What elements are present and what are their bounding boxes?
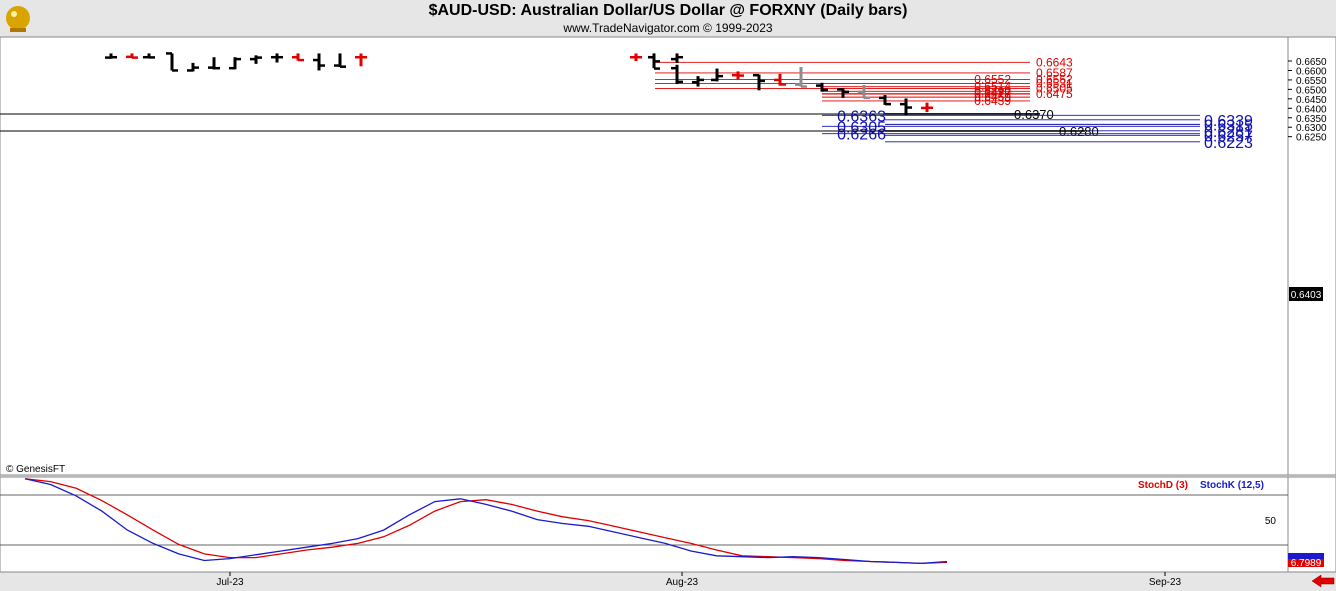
resistance-label: 0.6587 [1036,66,1073,80]
stochk-legend: StochK (12,5) [1200,480,1264,491]
reference-line-label: 0.6280 [1059,124,1099,139]
date-label: Sep-23 [1149,577,1182,588]
price-tick-label: 0.6550 [1296,76,1327,87]
price-panel [0,36,1289,476]
stoch-line-stochD [24,478,948,565]
stochk-last-value-box [1288,553,1324,559]
resistance-label: 0.6505 [1036,81,1073,95]
support-label-left: 0.6363 [837,108,886,125]
support-label: 0.6257 [1204,128,1253,145]
support-label: 0.6315 [1204,117,1253,134]
resistance-label-left: 0.6439 [974,94,1011,108]
support-label-left: 0.6305 [837,119,886,136]
price-tick-label: 0.6300 [1296,123,1327,134]
reference-line-label: 0.6370 [1014,107,1054,122]
resistance-label: 0.6552 [1036,73,1073,87]
resistance-label: 0.6531 [1036,77,1073,91]
price-tick-label: 0.6450 [1296,95,1327,106]
watermark: © GenesisFT [6,464,65,475]
stoch-tick-label: 50 [1265,516,1277,527]
resistance-label-left: 0.6514 [974,80,1011,94]
scroll-left-arrow-icon[interactable] [1312,574,1336,588]
price-tick-label: 0.6650 [1296,57,1327,68]
support-label: 0.6281 [1204,124,1253,141]
last-price-box [1289,287,1323,301]
chart-title: $AUD-USD: Australian Dollar/US Dollar @ … [428,2,908,19]
support-label-left: 0.6266 [837,127,886,144]
price-tick-label: 0.6500 [1296,85,1327,96]
date-labels: Jul-23 Aug-23 Sep-23 [216,572,1182,588]
stoch-last-value: 6.7989 [1291,558,1322,569]
stochastic-lines: 50 StochD (3) StochK (12,5) [24,478,1277,565]
price-tick-label: 0.6250 [1296,133,1327,144]
support-label: 0.6223 [1204,135,1253,152]
chart-subtitle: www.TradeNavigator.com © 1999-2023 [563,21,773,35]
stoch-line-stochK [24,478,948,565]
price-tick-label: 0.6400 [1296,104,1327,115]
stochd-legend: StochD (3) [1138,480,1188,491]
resistance-label: 0.6475 [1036,87,1073,101]
support-label: 0.6339 [1204,113,1253,130]
price-bars [105,52,933,116]
resistance-label-left: 0.6552 [974,73,1011,87]
price-tick-label: 0.6350 [1296,114,1327,125]
resistance-label-left: 0.6490 [974,84,1011,98]
date-label: Jul-23 [216,577,244,588]
last-price-label: 0.6403 [1291,290,1322,301]
price-tick-label: 0.6600 [1296,66,1327,77]
stoch-panel [0,476,1289,573]
resistance-label: 0.6643 [1036,55,1073,69]
date-label: Aug-23 [666,577,699,588]
price-ticks: 0.66500.66000.65500.65000.64500.64000.63… [1288,57,1327,144]
price-axis [1287,36,1336,476]
genesis-logo [2,2,34,34]
